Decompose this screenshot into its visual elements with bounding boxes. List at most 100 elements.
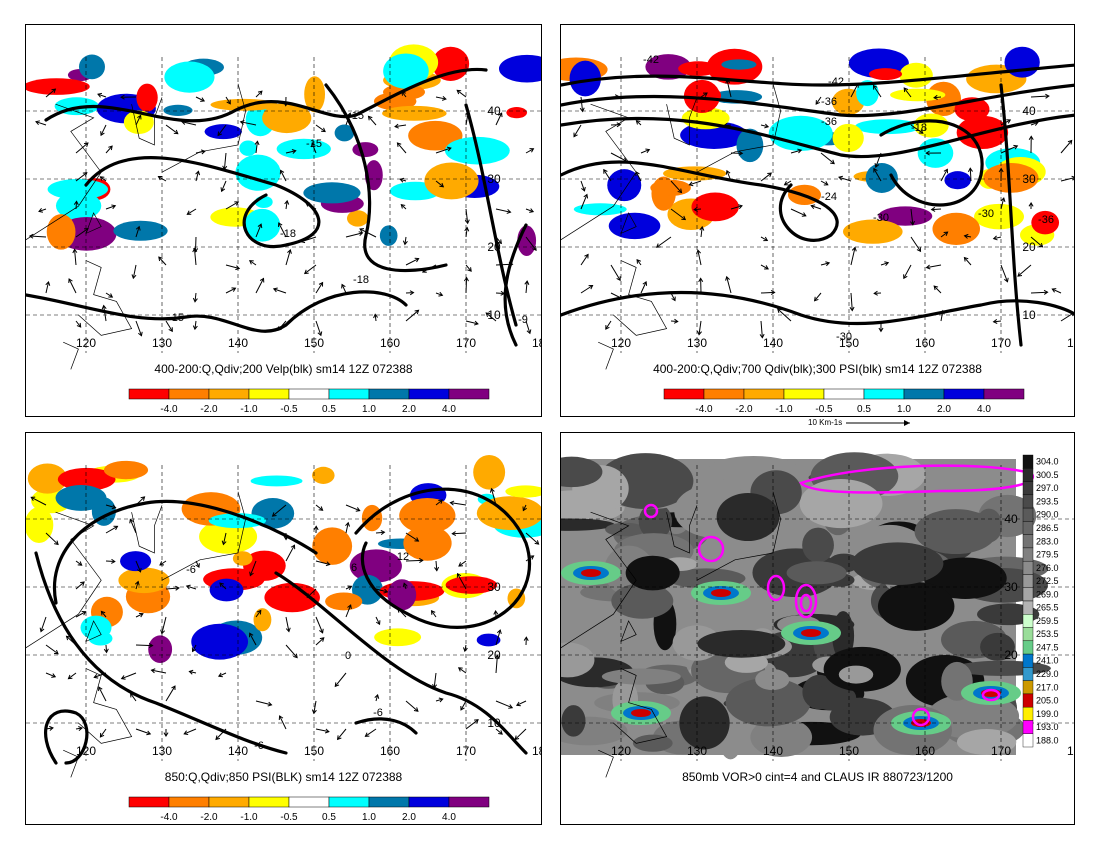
wind-arrow bbox=[458, 667, 467, 674]
wind-arrow bbox=[580, 180, 585, 192]
wind-arrow bbox=[656, 236, 672, 248]
contour-label: 0 bbox=[345, 650, 351, 662]
wind-arrow-head bbox=[76, 322, 82, 328]
ir-blob bbox=[605, 522, 646, 537]
colorbar-swatch bbox=[703, 388, 745, 400]
wind-arrow bbox=[311, 142, 317, 154]
lon-label: 180 bbox=[1067, 336, 1075, 350]
shaded-blob bbox=[573, 203, 627, 216]
ir-blob bbox=[611, 583, 674, 619]
wind-arrow bbox=[405, 258, 419, 266]
wind-arrow-head bbox=[68, 278, 73, 284]
wind-arrow-head bbox=[451, 531, 457, 537]
colorbar-label: 0.5 bbox=[322, 404, 336, 415]
wind-arrow-head bbox=[192, 297, 198, 303]
wind-arrow bbox=[280, 170, 287, 182]
wind-arrow-head bbox=[825, 261, 831, 267]
wind-arrow bbox=[192, 644, 197, 652]
wind-arrow bbox=[435, 698, 443, 702]
contour-line bbox=[324, 83, 448, 273]
colorbar-label: -1.0 bbox=[240, 812, 258, 823]
wind-arrow-head bbox=[493, 610, 499, 615]
wind-arrow-head bbox=[324, 728, 330, 734]
colorbar-label: 2.0 bbox=[402, 404, 416, 415]
contour-line bbox=[561, 83, 1074, 118]
colorbar-swatch bbox=[368, 388, 410, 400]
wind-arrow bbox=[456, 89, 467, 98]
shaded-blob bbox=[691, 192, 739, 222]
wind-arrow-head bbox=[319, 628, 324, 634]
wind-arrow-head bbox=[248, 260, 254, 265]
contour-label: -15 bbox=[306, 138, 322, 150]
wind-arrow bbox=[910, 208, 914, 225]
shaded-blob bbox=[304, 76, 326, 113]
shaded-blob bbox=[736, 128, 764, 163]
wind-arrow-head bbox=[183, 730, 189, 735]
wind-arrow bbox=[880, 262, 889, 266]
ir-blob bbox=[877, 582, 955, 631]
wind-arrow-head bbox=[438, 697, 444, 703]
shaded-blob bbox=[868, 68, 902, 81]
wind-arrow-head bbox=[284, 199, 290, 205]
wind-arrow-head bbox=[168, 327, 173, 333]
lat-label: 30 bbox=[487, 580, 501, 594]
colorbar-swatch bbox=[823, 388, 865, 400]
wind-arrow bbox=[315, 320, 322, 336]
wind-arrow-head bbox=[810, 204, 816, 210]
ir-blob bbox=[802, 527, 834, 563]
wind-arrow bbox=[790, 208, 807, 217]
wind-arrow bbox=[433, 672, 437, 688]
wind-arrow-head bbox=[129, 518, 134, 524]
wind-arrow-head bbox=[878, 327, 884, 333]
wind-arrow bbox=[165, 587, 179, 590]
ir-blob bbox=[638, 503, 673, 540]
wind-arrow bbox=[249, 560, 257, 576]
lon-label: 180 bbox=[532, 336, 542, 350]
wind-arrow-head bbox=[38, 208, 44, 213]
wind-arrow-head bbox=[456, 572, 462, 578]
lon-label: 170 bbox=[991, 744, 1011, 758]
wind-arrow bbox=[240, 121, 257, 126]
wind-arrow bbox=[75, 228, 89, 238]
wind-arrow-head bbox=[1067, 139, 1073, 145]
shaded-blob bbox=[878, 206, 933, 226]
wind-arrow bbox=[132, 264, 137, 279]
shaded-blob bbox=[374, 628, 422, 647]
wind-arrow-head bbox=[645, 148, 651, 154]
panel-upper-left: -15 -15 -18 -18 -15 -9 120 130 140 150 160 170 180 40… bbox=[25, 24, 542, 417]
wind-arrow-head bbox=[321, 127, 326, 133]
wind-arrow bbox=[225, 201, 239, 210]
wind-arrow bbox=[435, 96, 447, 100]
wind-arrow bbox=[279, 715, 287, 730]
contour-label: -36 bbox=[821, 96, 837, 108]
wind-arrow bbox=[135, 320, 142, 336]
shaded-blob bbox=[932, 212, 980, 245]
shaded-blob bbox=[199, 519, 258, 554]
coast-china bbox=[561, 511, 637, 649]
wind-arrow-head bbox=[1000, 197, 1006, 203]
contour-line bbox=[274, 571, 528, 755]
wind-arrow-head bbox=[134, 580, 140, 586]
vector-scale-note: 10 Km-1s bbox=[808, 418, 914, 428]
map-lower-right: 120 130 140 150 160 170 180 40 30 20 304.0 300.5 297… bbox=[561, 452, 1074, 778]
shaded-blob bbox=[27, 463, 68, 494]
wind-arrow bbox=[1000, 145, 1018, 154]
wind-arrow bbox=[580, 194, 588, 210]
wind-arrow bbox=[135, 728, 151, 735]
colorbar: -4.0 -2.0 -1.0 -0.5 0.5 1.0 2.0 4.0 bbox=[128, 388, 490, 415]
wind-arrow-head bbox=[138, 331, 143, 337]
vorticity-contour bbox=[981, 688, 1001, 702]
coast-japan bbox=[161, 491, 246, 581]
lon-label: 160 bbox=[915, 744, 935, 758]
wind-arrow-head bbox=[217, 672, 223, 678]
ir-blob bbox=[725, 677, 811, 727]
lon-label: 120 bbox=[611, 336, 631, 350]
wind-arrow bbox=[100, 611, 107, 618]
wind-arrow bbox=[187, 208, 197, 215]
wind-arrow-head bbox=[916, 247, 922, 253]
wind-arrow-head bbox=[464, 219, 470, 225]
lon-label: 130 bbox=[152, 336, 172, 350]
wind-arrow bbox=[465, 264, 472, 272]
wind-arrow bbox=[777, 308, 792, 322]
wind-arrow-head bbox=[51, 673, 57, 678]
